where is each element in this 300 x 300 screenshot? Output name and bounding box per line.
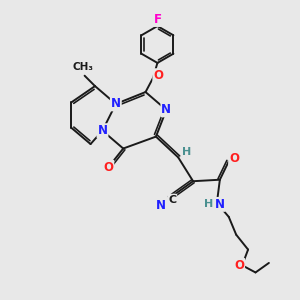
Text: H: H <box>204 200 213 209</box>
Text: N: N <box>156 199 166 212</box>
Text: N: N <box>215 198 225 211</box>
Text: O: O <box>234 259 244 272</box>
Text: C: C <box>168 195 176 205</box>
Text: O: O <box>153 69 163 82</box>
Text: N: N <box>98 124 107 137</box>
Text: CH₃: CH₃ <box>73 62 94 72</box>
Text: N: N <box>161 103 171 116</box>
Text: F: F <box>153 13 161 26</box>
Text: H: H <box>182 147 191 157</box>
Text: O: O <box>229 152 239 165</box>
Text: O: O <box>103 161 113 174</box>
Text: N: N <box>111 98 121 110</box>
